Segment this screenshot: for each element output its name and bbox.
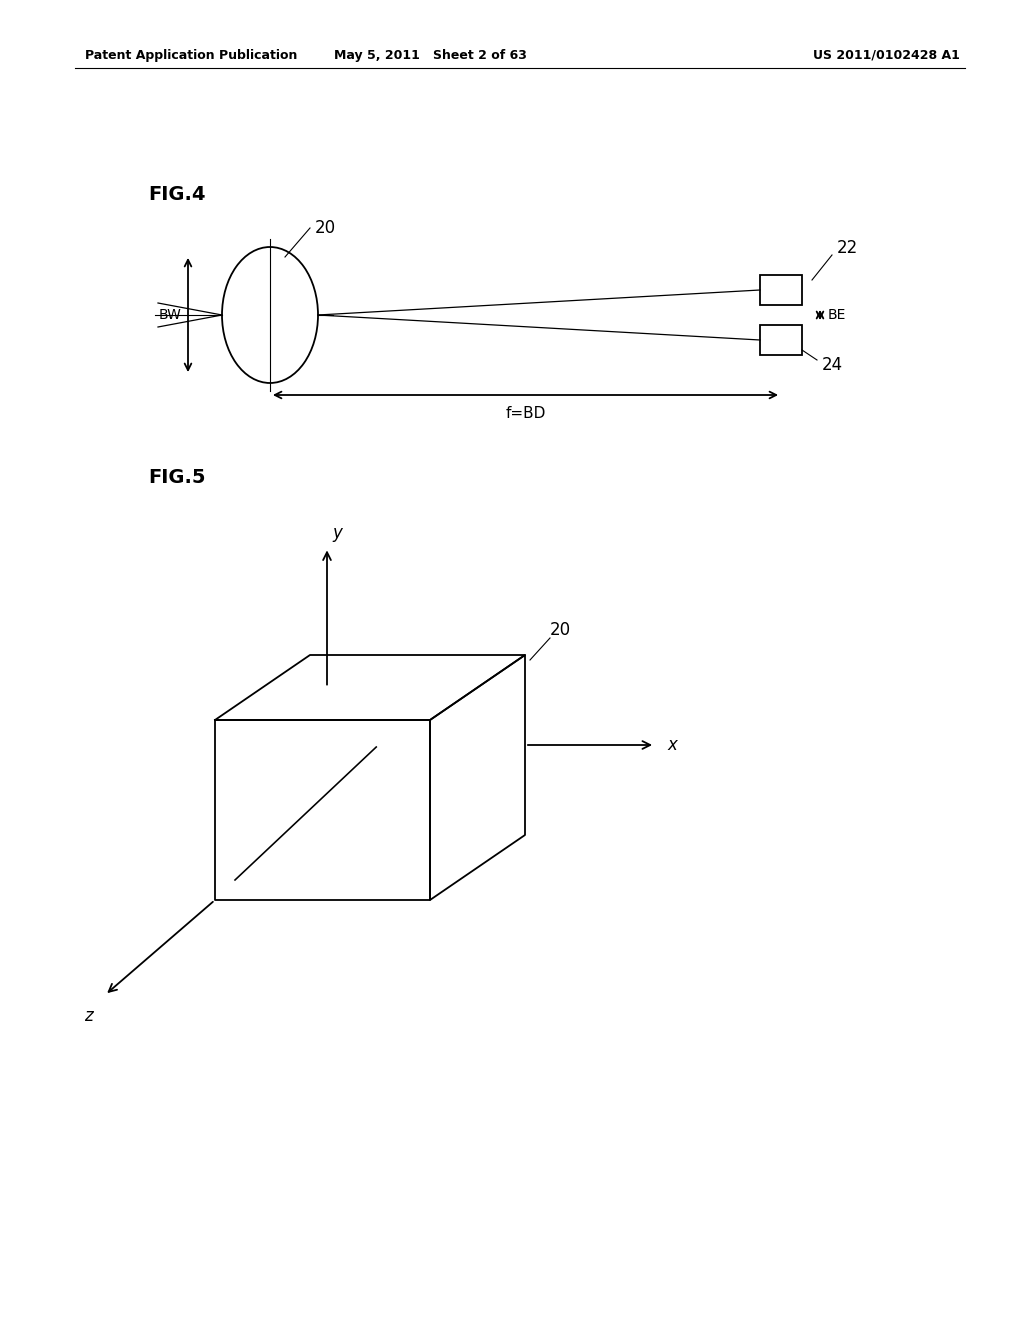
Bar bbox=[760, 275, 802, 305]
Text: FIG.4: FIG.4 bbox=[148, 185, 206, 205]
Text: z: z bbox=[84, 1007, 93, 1026]
Text: BW: BW bbox=[159, 308, 182, 322]
Bar bbox=[760, 325, 802, 355]
Text: FIG.5: FIG.5 bbox=[148, 469, 206, 487]
Text: y: y bbox=[332, 524, 342, 541]
Text: 24: 24 bbox=[822, 356, 843, 374]
Text: BE: BE bbox=[828, 308, 847, 322]
Text: May 5, 2011   Sheet 2 of 63: May 5, 2011 Sheet 2 of 63 bbox=[334, 49, 526, 62]
Text: 20: 20 bbox=[550, 620, 571, 639]
Text: Patent Application Publication: Patent Application Publication bbox=[85, 49, 297, 62]
Text: f=BD: f=BD bbox=[505, 405, 546, 421]
Text: x: x bbox=[667, 737, 677, 754]
Text: 22: 22 bbox=[837, 239, 858, 257]
Text: 20: 20 bbox=[315, 219, 336, 238]
Text: US 2011/0102428 A1: US 2011/0102428 A1 bbox=[813, 49, 961, 62]
